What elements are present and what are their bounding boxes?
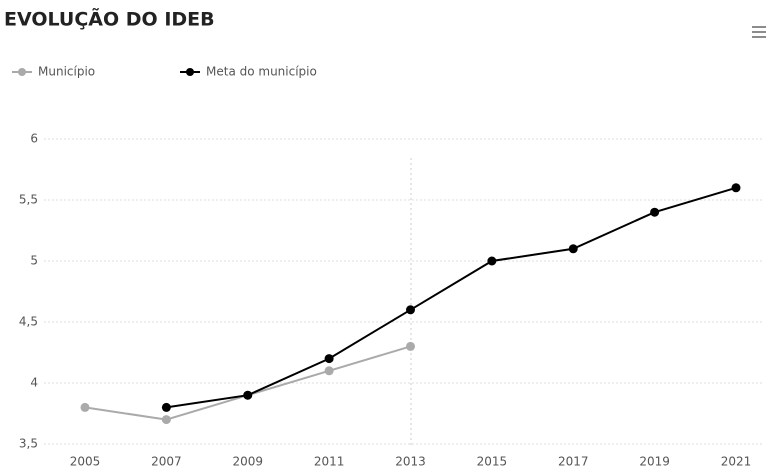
y-tick-label: 5,5 — [19, 193, 38, 207]
menu-icon[interactable] — [752, 26, 766, 38]
point — [324, 354, 334, 364]
point — [324, 366, 334, 376]
x-tick-label: 2015 — [477, 455, 508, 469]
y-tick-label: 4,5 — [19, 315, 38, 329]
point — [161, 415, 171, 425]
x-tick-label: 2005 — [70, 455, 101, 469]
x-tick-label: 2011 — [314, 455, 345, 469]
point — [650, 207, 660, 217]
series-line — [166, 186, 737, 409]
point — [731, 183, 741, 193]
legend-marker — [18, 68, 26, 76]
point — [487, 256, 497, 266]
point — [406, 341, 415, 351]
x-tick-label: 2009 — [232, 455, 263, 469]
legend-label: Município — [38, 65, 95, 79]
x-tick-label: 2007 — [151, 455, 182, 469]
x-tick-label: 2019 — [639, 455, 670, 469]
x-tick-label: 2017 — [558, 455, 589, 469]
legend-label: Meta do município — [206, 65, 317, 79]
y-tick-label: 5 — [30, 254, 38, 268]
chart-title: EVOLUÇÃO DO IDEB — [4, 7, 215, 31]
y-tick-label: 6 — [30, 132, 38, 146]
point — [568, 244, 578, 254]
point — [80, 402, 90, 412]
point — [243, 390, 253, 400]
point — [161, 402, 171, 412]
y-tick-label: 4 — [30, 376, 38, 390]
y-tick-label: 3,5 — [19, 437, 38, 451]
point — [406, 305, 415, 315]
x-tick-label: 2021 — [721, 455, 752, 469]
legend-marker — [186, 68, 194, 76]
x-tick-label: 2013 — [395, 455, 426, 469]
